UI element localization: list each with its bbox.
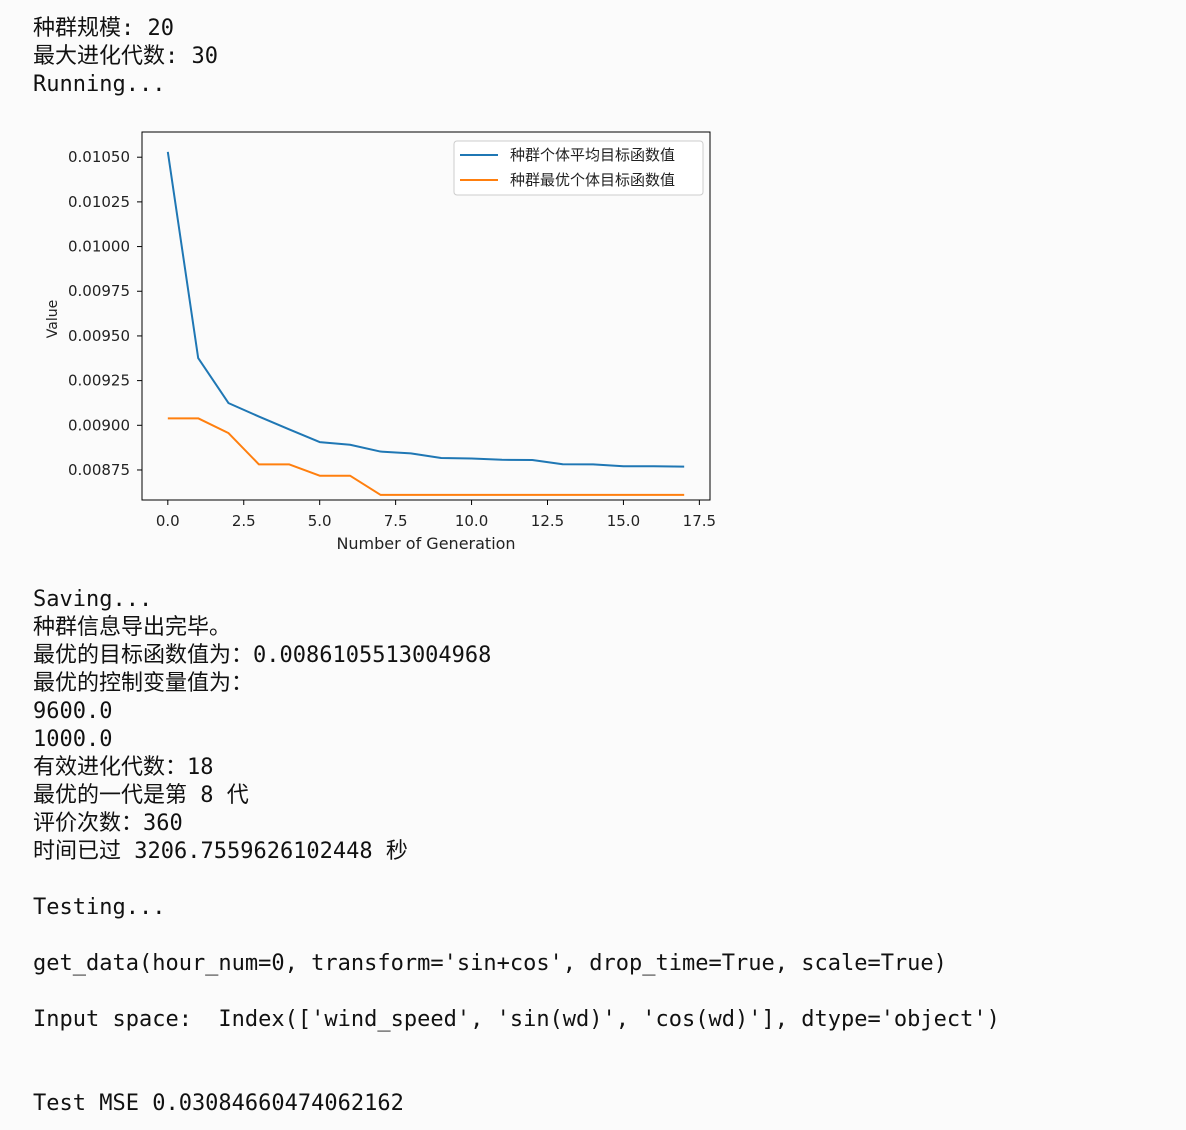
output-line: 有效进化代数：18 bbox=[33, 755, 214, 780]
y-tick-label: 0.01000 bbox=[68, 238, 130, 256]
output-line: 种群信息导出完毕。 bbox=[33, 615, 232, 640]
y-tick-label: 0.00975 bbox=[68, 282, 130, 300]
y-tick-label: 0.01050 bbox=[68, 148, 130, 166]
output-line: Input space: Index(['wind_speed', 'sin(w… bbox=[33, 1007, 1000, 1032]
output-line: 种群规模: 20 bbox=[33, 16, 174, 41]
x-tick-label: 0.0 bbox=[156, 512, 180, 530]
y-tick-label: 0.00950 bbox=[68, 327, 130, 345]
plot-frame bbox=[141, 131, 711, 501]
output-line: 1000.0 bbox=[33, 727, 113, 752]
y-tick-label: 0.00900 bbox=[68, 416, 130, 434]
output-line: 时间已过 3206.7559626102448 秒 bbox=[33, 839, 408, 864]
legend-label-best: 种群最优个体目标函数值 bbox=[510, 171, 675, 189]
output-line: get_data(hour_num=0, transform='sin+cos'… bbox=[33, 951, 947, 976]
y-axis-label: Value bbox=[45, 300, 61, 338]
x-tick-label: 10.0 bbox=[455, 512, 488, 530]
output-line: 最优的控制变量值为： bbox=[33, 671, 254, 696]
console-output-top: 种群规模: 20 最大进化代数: 30 Running... bbox=[33, 15, 218, 99]
legend-box bbox=[453, 140, 704, 196]
series-line-best bbox=[167, 417, 685, 496]
output-line: Testing... bbox=[33, 895, 166, 920]
output-line: Test MSE 0.03084660474062162 bbox=[33, 1091, 404, 1116]
legend-label-avg: 种群个体平均目标函数值 bbox=[510, 146, 675, 164]
x-axis-label: Number of Generation bbox=[336, 534, 515, 553]
y-tick-label: 0.00925 bbox=[68, 372, 130, 390]
y-axis-ticks: 0.00875 0.00900 0.00925 0.00950 0.00975 0.010… bbox=[68, 148, 142, 479]
line-chart: 0.0 2.5 5.0 7.5 10.0 12.5 15.0 17.5 0.008750.00… bbox=[45, 131, 716, 553]
legend: 种群个体平均目标函数值 种群最优个体目标函数值 bbox=[453, 140, 704, 196]
x-tick-label: 5.0 bbox=[308, 512, 332, 530]
output-line: 最优的一代是第 8 代 bbox=[33, 783, 249, 808]
x-tick-label: 2.5 bbox=[232, 512, 256, 530]
x-tick-label: 7.5 bbox=[384, 512, 408, 530]
output-line: Running... bbox=[33, 72, 166, 97]
output-line: Saving... bbox=[33, 587, 153, 612]
output-line: 评价次数：360 bbox=[33, 811, 183, 836]
output-line: 9600.0 bbox=[33, 699, 113, 724]
y-tick-label: 0.00875 bbox=[68, 461, 130, 479]
console-output-bottom: Saving... 种群信息导出完毕。 最优的目标函数值为：0.00861055… bbox=[33, 586, 1000, 1118]
series-line-average bbox=[166, 151, 685, 468]
x-tick-label: 15.0 bbox=[607, 512, 640, 530]
x-tick-label: 17.5 bbox=[683, 512, 716, 530]
output-line: 最优的目标函数值为：0.0086105513004968 bbox=[33, 643, 492, 668]
x-axis-ticks: 0.0 2.5 5.0 7.5 10.0 12.5 15.0 17.5 bbox=[156, 500, 716, 530]
x-tick-label: 12.5 bbox=[531, 512, 564, 530]
y-tick-label: 0.01025 bbox=[68, 193, 130, 211]
series-layer bbox=[166, 151, 685, 496]
output-line: 最大进化代数: 30 bbox=[33, 44, 218, 69]
